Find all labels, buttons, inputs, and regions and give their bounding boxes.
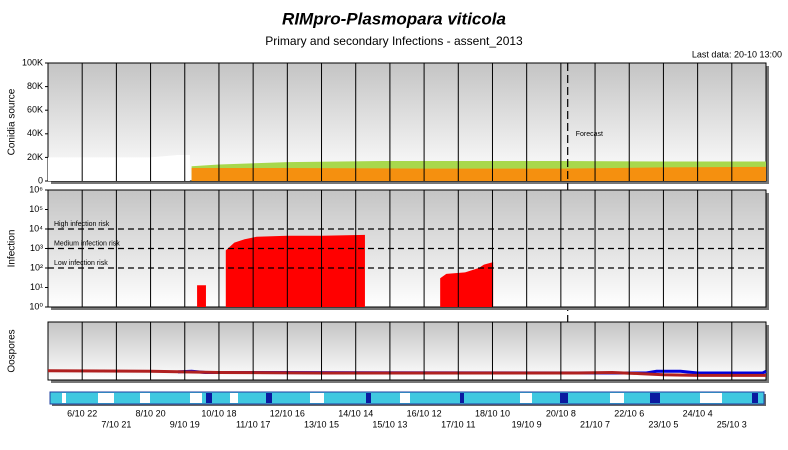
y-tick-label: 10¹ (30, 282, 43, 292)
strip-gap (610, 393, 624, 403)
strip-gap (140, 393, 150, 403)
y-axis-title: Conidia source (7, 88, 18, 155)
strip-dark (266, 393, 272, 403)
subtitle: Primary and secondary Infections - assen… (265, 34, 523, 48)
y-tick-label: 20K (27, 152, 43, 162)
forecast-label: Forecast (576, 131, 603, 138)
y-tick-label: 40K (27, 128, 43, 138)
x-tick-label: 14/10 14 (338, 408, 373, 418)
area (48, 155, 190, 181)
strip-gap (98, 393, 114, 403)
threshold-label: Low infection risk (54, 260, 108, 267)
y-tick-label: 10⁰ (29, 301, 43, 311)
x-tick-label: 21/10 7 (580, 419, 610, 429)
panel (47, 189, 767, 308)
strip-dark (650, 393, 660, 403)
line (47, 369, 766, 377)
strip-gap (400, 393, 410, 403)
strip-dark (752, 393, 758, 403)
strip-dark (460, 393, 464, 403)
x-tick-label: 15/10 13 (372, 419, 407, 429)
strip-gap (700, 393, 722, 403)
y-tick-label: 10² (30, 262, 43, 272)
y-tick-label: 10⁶ (29, 184, 43, 194)
x-tick-label: 25/10 3 (717, 419, 747, 429)
strip-gap (520, 393, 532, 403)
y-tick-label: 0 (38, 175, 43, 185)
strip-gap (310, 393, 324, 403)
x-tick-label: 11/10 17 (236, 419, 270, 429)
x-tick-label: 9/10 19 (170, 419, 200, 429)
threshold-label: Medium infection risk (54, 240, 120, 247)
x-tick-label: 23/10 5 (648, 419, 678, 429)
y-tick-label: 80K (27, 81, 43, 91)
strip-gap (62, 393, 66, 403)
y-tick-label: 10⁵ (29, 204, 43, 214)
y-tick-label: 10³ (30, 243, 43, 253)
x-tick-label: 22/10 6 (614, 408, 644, 418)
x-tick-label: 19/10 9 (512, 419, 542, 429)
x-tick-label: 18/10 10 (475, 408, 510, 418)
y-axis-title: Oospores (7, 329, 18, 372)
strip-gap (230, 393, 238, 403)
x-tick-label: 17/10 11 (441, 419, 475, 429)
x-tick-label: 6/10 22 (67, 408, 97, 418)
strip-dark (206, 393, 212, 403)
x-tick-label: 16/10 12 (407, 408, 442, 418)
y-tick-label: 10⁴ (29, 223, 43, 233)
last-data: Last data: 20-10 13:00 (692, 49, 782, 59)
y-tick-label: 100K (22, 57, 43, 67)
strip-dark (560, 393, 568, 403)
x-tick-label: 20/10 8 (546, 408, 576, 418)
y-tick-label: 60K (27, 105, 43, 115)
strip-gap (190, 393, 202, 403)
area (197, 234, 494, 307)
x-tick-label: 7/10 21 (101, 419, 131, 429)
x-tick-label: 12/10 16 (270, 408, 305, 418)
weather-strip (49, 391, 766, 406)
x-tick-label: 8/10 20 (136, 408, 166, 418)
x-tick-label: 24/10 4 (683, 408, 713, 418)
area (191, 166, 767, 181)
strip-dark (366, 393, 371, 403)
panel (47, 321, 767, 381)
threshold-label: High infection risk (54, 221, 110, 228)
title: RIMpro-Plasmopara viticola (282, 9, 506, 28)
x-tick-label: 10/10 18 (201, 408, 236, 418)
y-axis-title: Infection (7, 230, 18, 268)
x-tick-label: 13/10 15 (304, 419, 339, 429)
